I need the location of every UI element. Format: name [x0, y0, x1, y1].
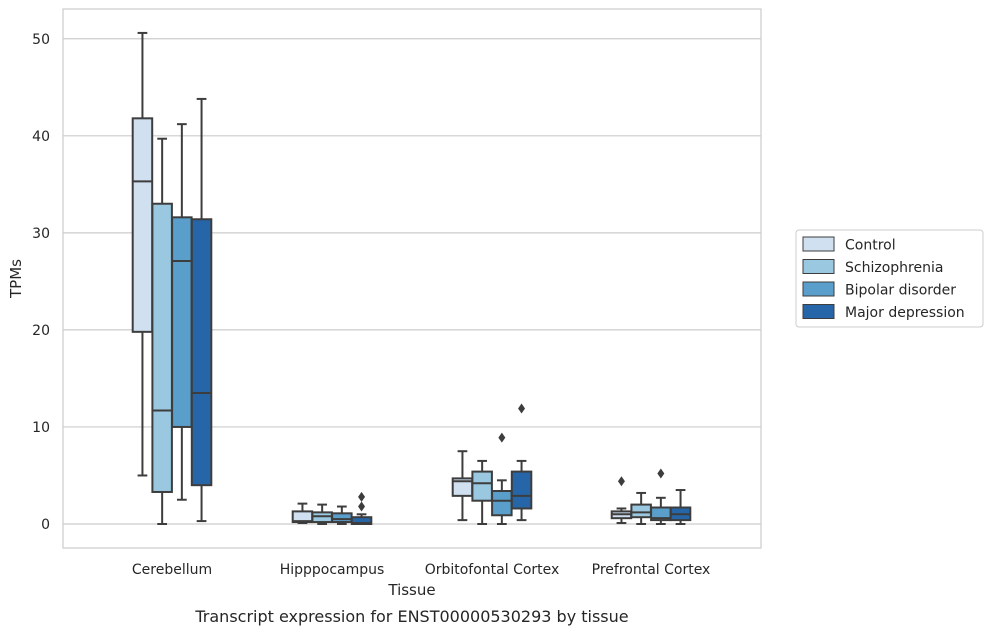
legend-label: Control	[845, 238, 896, 254]
plot-area-frame	[62, 8, 762, 549]
box-bipolar-disorder	[331, 505, 353, 525]
box-iqr	[171, 216, 193, 428]
box-major-depression	[350, 491, 373, 525]
box-iqr	[491, 490, 513, 517]
box-major-depression	[190, 97, 213, 523]
legend-swatch	[802, 236, 835, 252]
x-axis-label: Tissue	[387, 581, 435, 599]
legend-swatch	[802, 281, 835, 297]
chart-title: Transcript expression for ENST0000053029…	[194, 607, 628, 626]
box-iqr	[331, 512, 353, 524]
y-tick-labels: 0 10 20 30 40 50	[32, 32, 50, 533]
box-iqr	[510, 470, 533, 510]
legend-label: Bipolar disorder	[845, 283, 956, 299]
x-tick-label: Orbitofontal Cortex	[425, 562, 560, 578]
box-iqr	[151, 202, 173, 493]
y-tick-label: 20	[32, 323, 50, 339]
box-bipolar-disorder	[491, 432, 513, 525]
box-schizophrenia	[151, 137, 173, 525]
outlier-point	[518, 403, 526, 414]
legend-swatch	[802, 259, 835, 274]
box-bipolar-disorder	[650, 468, 672, 525]
legend-label: Major depression	[845, 305, 965, 321]
box-control	[451, 450, 474, 522]
y-tick-label: 10	[32, 420, 50, 436]
y-tick-label: 40	[32, 129, 50, 145]
outlier-point	[617, 476, 625, 487]
outlier-point	[657, 468, 665, 479]
legend: Control Schizophrenia Bipolar disorder Majo…	[795, 229, 984, 328]
box-major-depression	[669, 489, 692, 525]
box-iqr	[630, 503, 652, 519]
box-bipolar-disorder	[171, 123, 193, 501]
y-tick-label: 0	[41, 517, 50, 533]
y-tick-label: 50	[32, 32, 50, 48]
x-tick-label: Cerebellum	[132, 562, 212, 578]
box-schizophrenia	[630, 491, 652, 525]
box-iqr	[190, 218, 213, 487]
box-schizophrenia	[311, 503, 333, 525]
x-tick-label: Prefrontal Cortex	[592, 562, 711, 578]
box-iqr	[471, 470, 493, 502]
legend-frame	[795, 229, 984, 328]
outlier-point	[358, 501, 366, 512]
box-major-depression	[510, 403, 533, 522]
y-axis-label: TPMs	[7, 259, 25, 299]
y-tick-label: 30	[32, 226, 50, 242]
outlier-point	[358, 491, 366, 502]
box-control	[610, 476, 633, 525]
box-control	[131, 31, 154, 477]
box-schizophrenia	[471, 459, 493, 525]
legend-label: Schizophrenia	[845, 260, 943, 276]
box-plots	[131, 31, 692, 525]
x-tick-labels: Cerebellum Hipppocampus Orbitofontal Corte…	[132, 562, 710, 578]
box-iqr	[131, 117, 154, 333]
outlier-point	[498, 432, 506, 443]
box-control	[291, 502, 314, 525]
x-tick-label: Hipppocampus	[280, 562, 385, 578]
legend-swatch	[802, 304, 835, 319]
